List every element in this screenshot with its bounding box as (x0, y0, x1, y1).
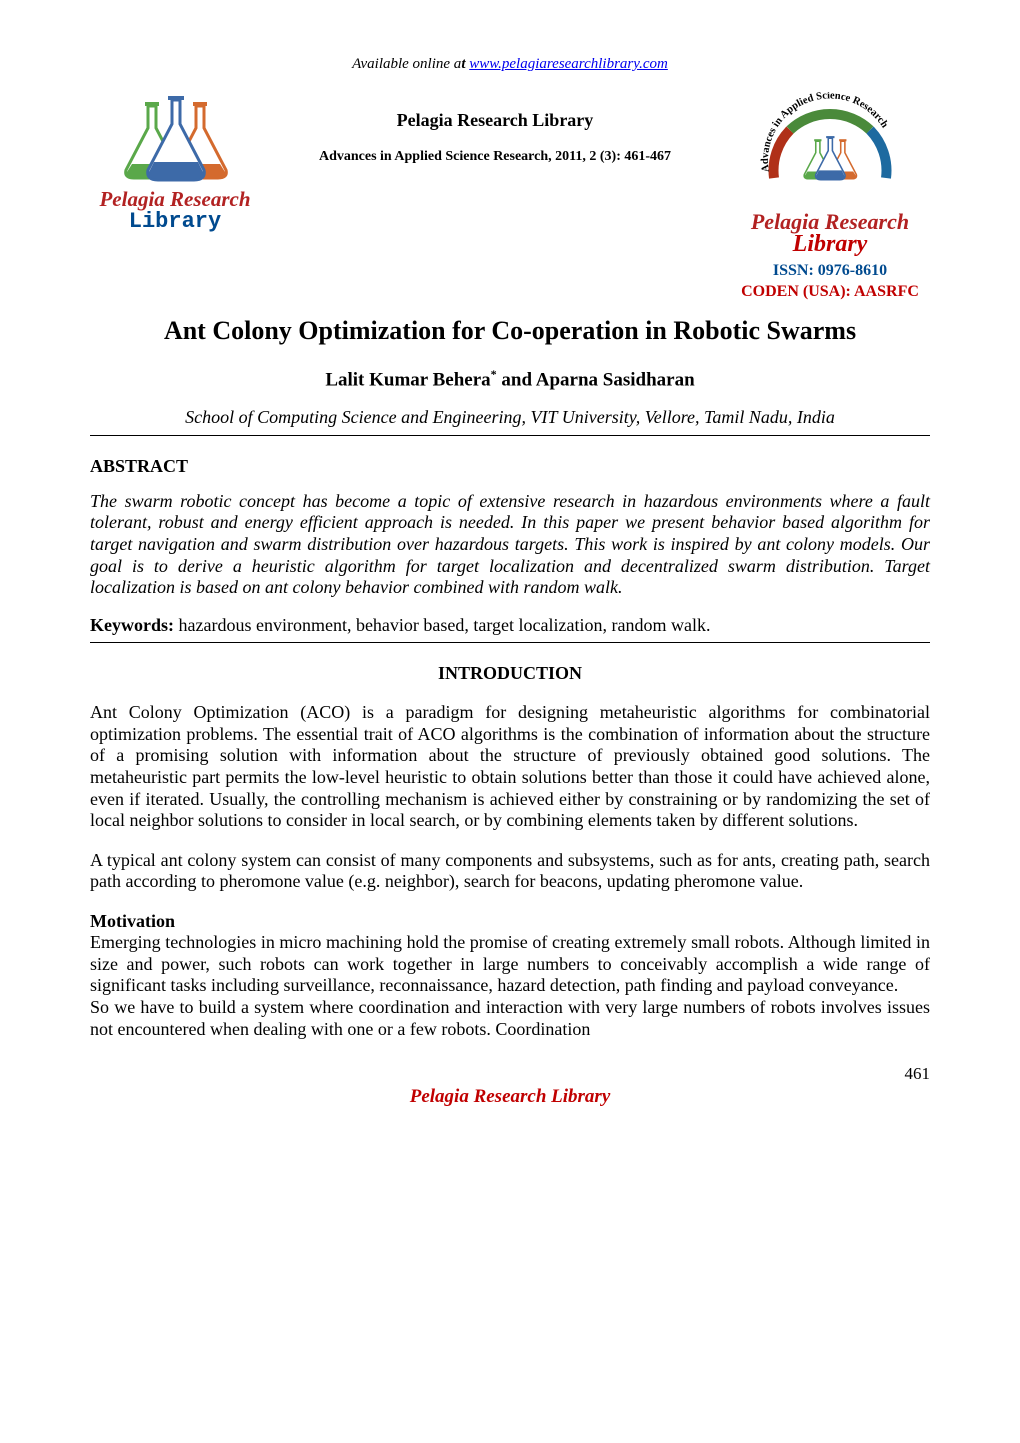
logo-left-brand-text: Pelagia Research (90, 190, 260, 209)
abstract-body: The swarm robotic concept has become a t… (90, 491, 930, 599)
introduction-heading: INTRODUCTION (90, 663, 930, 684)
availability-link[interactable]: www.pelagiaresearchlibrary.com (469, 56, 668, 72)
logo-left-library-text: Library (90, 209, 260, 235)
keywords-label: Keywords: (90, 615, 174, 635)
author-1: Lalit Kumar Behera (325, 369, 490, 390)
paper-authors: Lalit Kumar Behera* and Aparna Sasidhara… (90, 367, 930, 392)
introduction-para-1: Ant Colony Optimization (ACO) is a parad… (90, 702, 930, 832)
availability-line: Available online at www.pelagiaresearchl… (90, 56, 930, 74)
header-center: Pelagia Research Library Advances in App… (260, 92, 730, 166)
flask-logo-icon (110, 92, 240, 184)
logo-right-brand-text: Pelagia Research (730, 212, 930, 232)
page-footer: 461 Pelagia Research Library (90, 1064, 930, 1108)
footer-brand-text: Pelagia Research Library (90, 1086, 930, 1108)
availability-prefix: Available online a (352, 56, 461, 72)
abstract-heading: ABSTRACT (90, 456, 930, 477)
motivation-para-2: So we have to build a system where coord… (90, 997, 930, 1040)
divider-after-affiliation (90, 435, 930, 436)
journal-reference: Advances in Applied Science Research, 20… (266, 149, 724, 166)
header-block: Pelagia Research Library Pelagia Researc… (90, 92, 930, 302)
page-number: 461 (90, 1064, 930, 1084)
motivation-para-1: Emerging technologies in micro machining… (90, 932, 930, 997)
introduction-para-2: A typical ant colony system can consist … (90, 850, 930, 893)
arc-logo-icon: Advances in Applied Science Research (750, 92, 910, 210)
author-2: and Aparna Sasidharan (497, 369, 695, 390)
issn-text: ISSN: 0976-8610 (730, 262, 930, 281)
keywords-line: Keywords: hazardous environment, behavio… (90, 615, 930, 636)
publisher-name: Pelagia Research Library (266, 110, 724, 131)
publisher-logo-left: Pelagia Research Library (90, 92, 260, 235)
logo-right-library-text: Library (730, 230, 930, 258)
paper-title: Ant Colony Optimization for Co-operation… (90, 316, 930, 347)
motivation-heading: Motivation (90, 911, 930, 932)
publisher-logo-right: Advances in Applied Science Research Pel… (730, 92, 930, 302)
divider-after-keywords (90, 642, 930, 643)
keywords-text: hazardous environment, behavior based, t… (174, 615, 710, 635)
paper-affiliation: School of Computing Science and Engineer… (90, 407, 930, 428)
coden-text: CODEN (USA): AASRFC (730, 283, 930, 302)
